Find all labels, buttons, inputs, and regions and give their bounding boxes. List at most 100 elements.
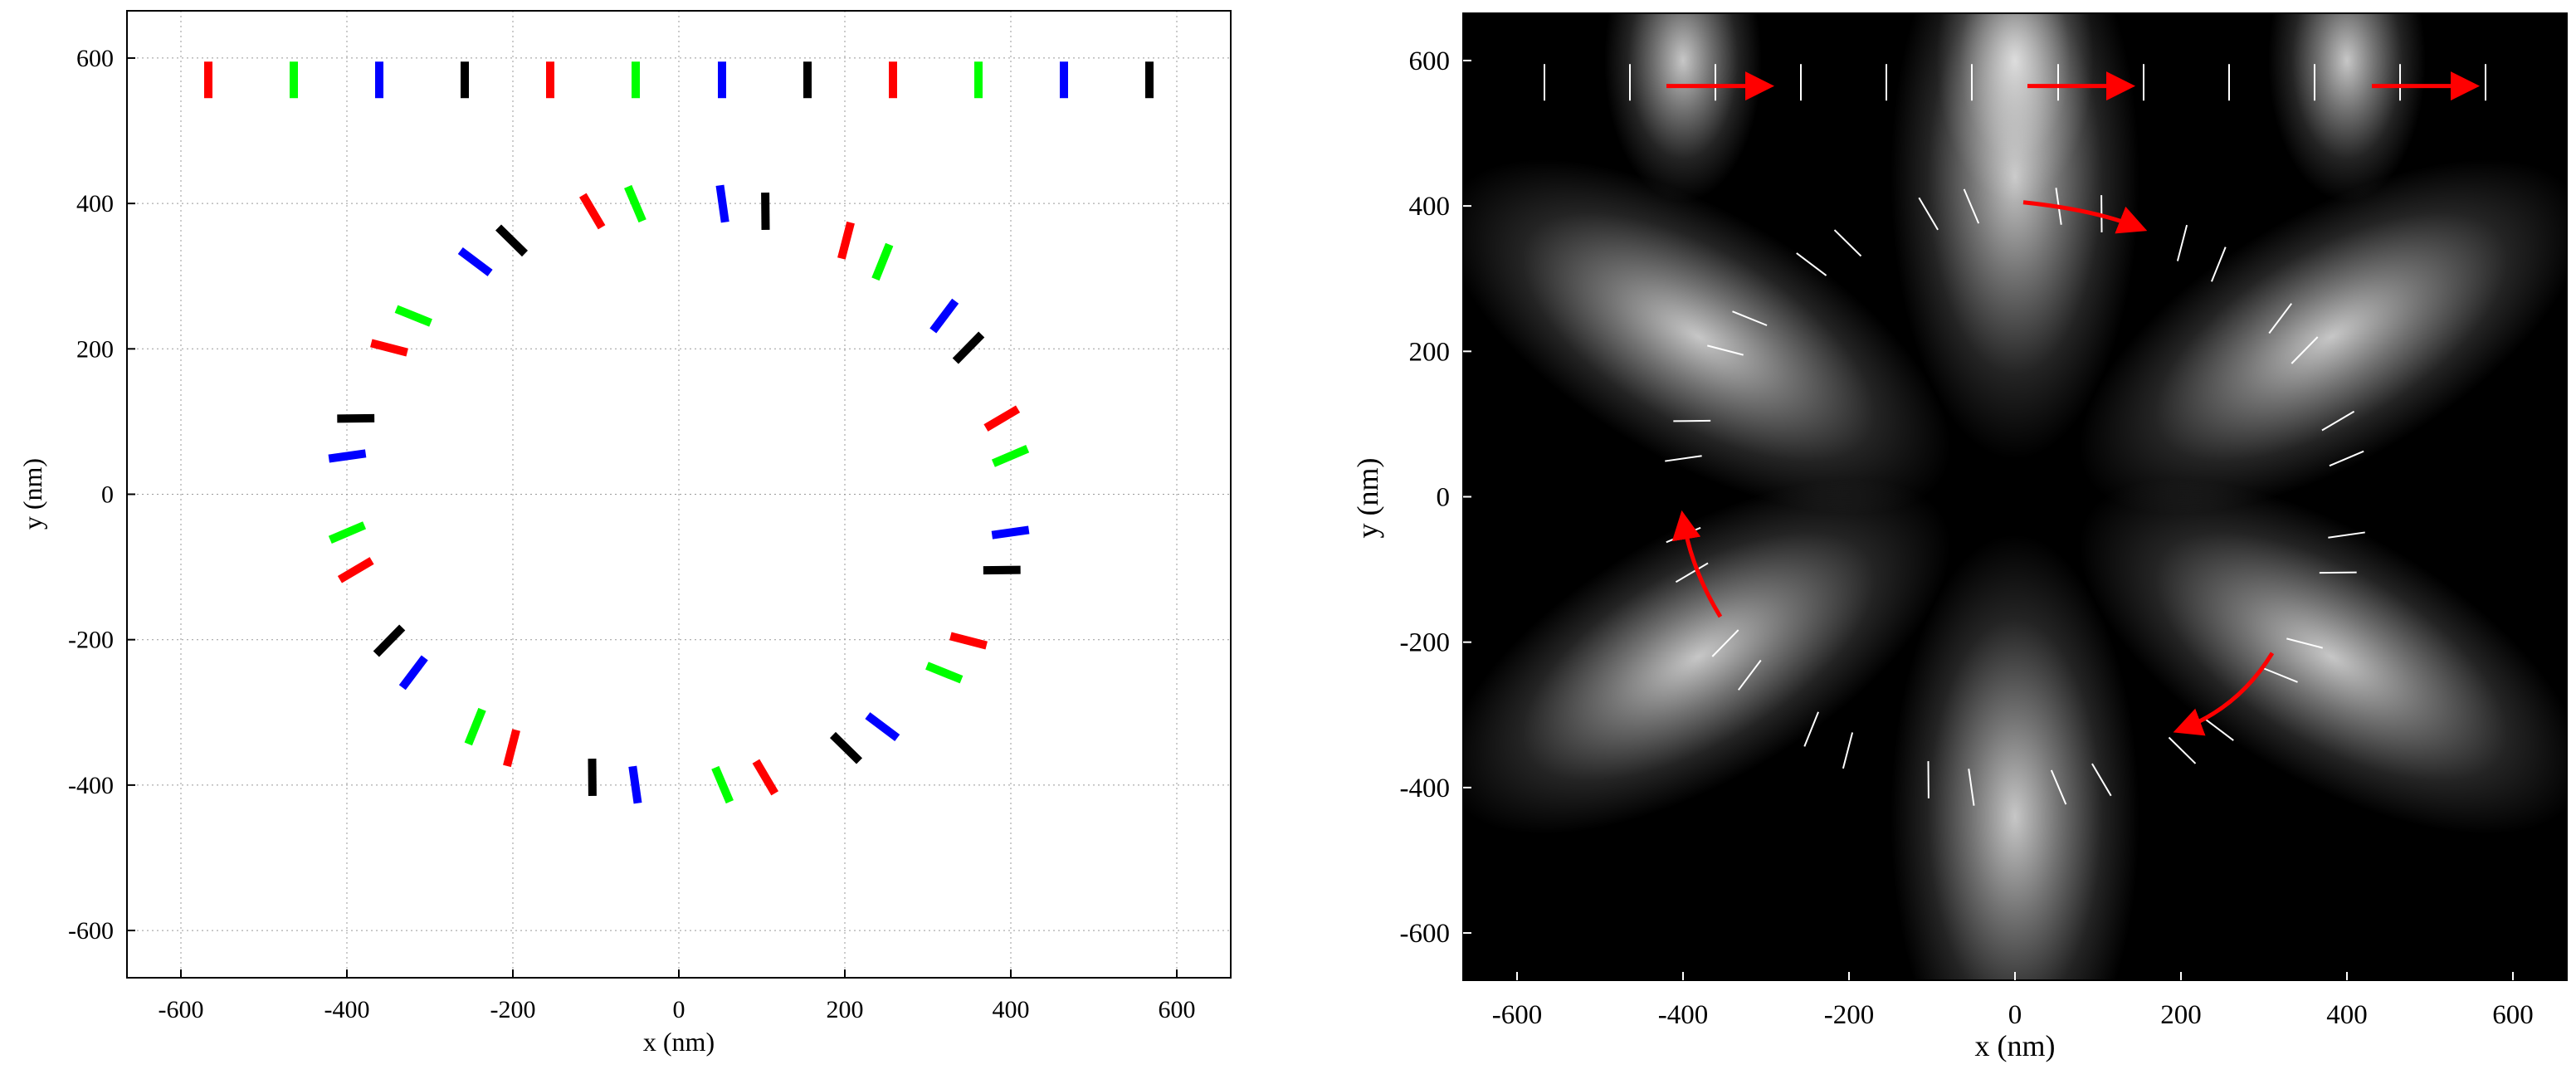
top-bright-region xyxy=(1936,13,2094,202)
right-y-tick-label: 400 xyxy=(1409,192,1451,222)
right-panel: -600 -400 -200 0 200 400 600 -600 -400 -200 0 200 40… xyxy=(1351,12,2568,1062)
arrows xyxy=(1666,71,2480,736)
ring-segment xyxy=(1707,344,1744,356)
ring-segment xyxy=(2262,667,2298,683)
ring-segment xyxy=(457,247,493,276)
right-x-tick-label: -200 xyxy=(1824,1000,1875,1030)
bright-lobe xyxy=(2079,479,2567,835)
ring-segment xyxy=(2321,410,2355,432)
right-y-tick-label: -200 xyxy=(1400,628,1451,658)
ring-segment xyxy=(925,662,964,684)
bright-lobe xyxy=(1463,479,1951,835)
top-bright-region xyxy=(1604,13,1762,202)
ring-segment xyxy=(1803,711,1819,747)
left-y-tick-label: -600 xyxy=(68,917,114,945)
heatmap-intensity xyxy=(1463,13,2567,980)
ring-segment xyxy=(628,765,642,804)
right-x-axis-label: x (nm) xyxy=(1975,1029,2056,1062)
left-y-tick-label: -400 xyxy=(68,772,114,799)
ring-segment xyxy=(952,331,985,364)
ring-segment xyxy=(2176,224,2188,261)
ring-segment xyxy=(2211,247,2227,282)
bright-lobe xyxy=(2079,159,2567,515)
ring-segment xyxy=(464,707,486,746)
ring-segment xyxy=(495,224,528,257)
right-x-tick-label: 0 xyxy=(2008,1000,2022,1030)
right-y-axis-label: y (nm) xyxy=(1351,458,1384,539)
ring-segment xyxy=(328,449,367,463)
top-bright-region xyxy=(2268,13,2426,202)
right-y-tick-label: -400 xyxy=(1400,774,1451,803)
ring-segment xyxy=(624,184,646,223)
right-ticks: -600 -400 -200 0 200 400 600 -600 -400 -200 0 200 40… xyxy=(1400,12,2568,1030)
ring-segment xyxy=(1918,197,1939,231)
ring-segment xyxy=(328,521,367,544)
ring-segment xyxy=(865,712,900,742)
ring-segment xyxy=(2168,736,2197,764)
left-x-tick-label: 400 xyxy=(993,996,1030,1023)
left-x-tick-label: -600 xyxy=(159,996,204,1023)
right-y-tick-label: 0 xyxy=(1437,483,1451,513)
left-y-tick-label: -200 xyxy=(68,627,114,654)
ring-segment xyxy=(991,445,1030,467)
ring-segment xyxy=(2050,769,2067,805)
ring-segment xyxy=(715,184,729,223)
ring-segment xyxy=(2291,336,2319,364)
left-panel: -600 -400 -200 0 200 400 600 -600 -400 -200 0 200 40… xyxy=(17,10,1232,1057)
right-x-tick-label: 200 xyxy=(2160,1000,2202,1030)
ring-segment xyxy=(1842,732,1854,769)
ring-segment xyxy=(871,242,894,281)
left-ticks: -600 -400 -200 0 200 400 600 -600 -400 -200 0 200 40… xyxy=(68,45,1196,1023)
right-x-tick-label: -600 xyxy=(1492,1000,1543,1030)
ring-segment xyxy=(929,298,959,334)
ring-segment xyxy=(1732,310,1768,326)
ring-segment xyxy=(2091,763,2112,797)
ring-segment xyxy=(1665,455,1702,462)
ring-segment xyxy=(1833,229,1862,257)
ring-segment xyxy=(503,729,520,768)
left-y-tick-label: 200 xyxy=(76,335,114,363)
ring-segment xyxy=(2329,450,2364,467)
ring-segment xyxy=(1675,562,1709,583)
left-y-tick-label: 0 xyxy=(101,481,114,509)
ring-segment xyxy=(1711,629,1739,657)
ring-segment xyxy=(983,405,1021,432)
left-marks xyxy=(204,61,1154,804)
ring-segment xyxy=(398,655,428,691)
left-x-tick-label: -200 xyxy=(490,996,536,1023)
right-y-tick-label: 200 xyxy=(1409,337,1451,367)
ring-segment xyxy=(1968,769,1975,806)
left-x-tick-label: -400 xyxy=(324,996,370,1023)
ring-segment xyxy=(949,632,988,650)
left-x-axis-label: x (nm) xyxy=(643,1027,715,1057)
left-y-axis-label: y (nm) xyxy=(17,458,47,530)
bright-lobe xyxy=(1891,534,2139,980)
right-x-tick-label: 600 xyxy=(2492,1000,2534,1030)
ring-segment xyxy=(370,339,408,357)
left-grid xyxy=(127,11,1231,978)
left-x-tick-label: 600 xyxy=(1159,996,1196,1023)
ring-segment xyxy=(394,305,432,327)
right-x-tick-label: -400 xyxy=(1658,1000,1709,1030)
left-x-tick-label: 200 xyxy=(827,996,864,1023)
ring-segment xyxy=(579,193,606,230)
curved-arrow xyxy=(1671,510,1723,618)
ring-segment xyxy=(373,624,406,657)
ring-segment xyxy=(752,759,778,796)
ring-segment xyxy=(991,525,1030,540)
ring-segment xyxy=(337,557,374,583)
ring-segment xyxy=(2203,717,2234,741)
ring-segment xyxy=(1963,188,1980,224)
right-y-tick-label: 600 xyxy=(1409,46,1451,76)
bright-lobe xyxy=(1463,159,1951,515)
right-x-tick-label: 400 xyxy=(2326,1000,2368,1030)
curved-arrow xyxy=(2173,652,2275,736)
right-y-tick-label: -600 xyxy=(1400,919,1451,949)
ring-segment xyxy=(2286,637,2323,649)
ring-segment xyxy=(1737,659,1762,691)
left-y-tick-label: 400 xyxy=(76,190,114,217)
left-x-tick-label: 0 xyxy=(673,996,685,1023)
curved-arrow xyxy=(2022,200,2148,234)
ring-segment xyxy=(2328,531,2365,539)
